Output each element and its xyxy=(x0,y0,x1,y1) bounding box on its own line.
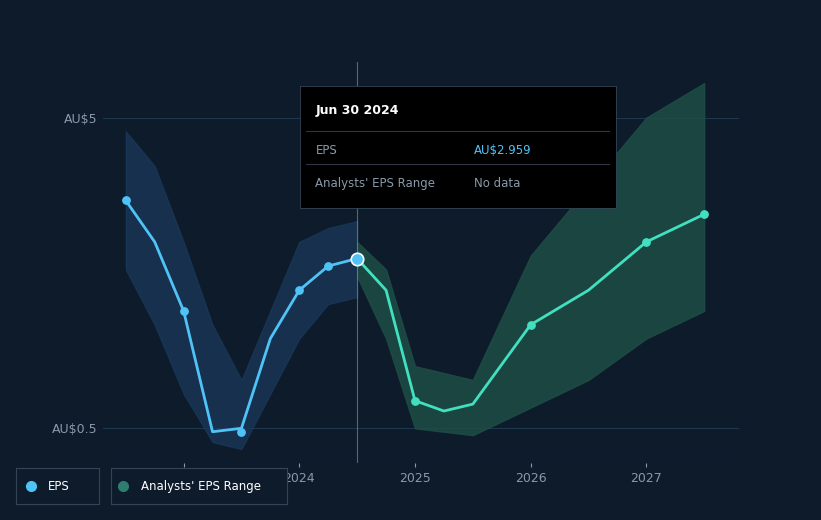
Text: AU$2.959: AU$2.959 xyxy=(474,145,531,158)
Point xyxy=(408,397,421,405)
Text: No data: No data xyxy=(474,177,520,190)
Point xyxy=(293,286,306,294)
Text: Actual: Actual xyxy=(314,87,351,100)
Text: Analysts' EPS Range: Analysts' EPS Range xyxy=(315,177,435,190)
Point xyxy=(322,262,335,270)
Point xyxy=(698,210,711,218)
Text: Jun 30 2024: Jun 30 2024 xyxy=(315,104,399,117)
Point xyxy=(640,238,653,246)
Text: EPS: EPS xyxy=(315,145,337,158)
Text: Analysts' EPS Range: Analysts' EPS Range xyxy=(141,479,261,493)
Point xyxy=(524,320,537,329)
Point xyxy=(119,197,132,205)
Text: EPS: EPS xyxy=(48,479,69,493)
Point xyxy=(351,254,364,263)
Point xyxy=(177,307,190,315)
Text: Analysts Forecasts: Analysts Forecasts xyxy=(363,87,473,100)
Point xyxy=(235,427,248,436)
